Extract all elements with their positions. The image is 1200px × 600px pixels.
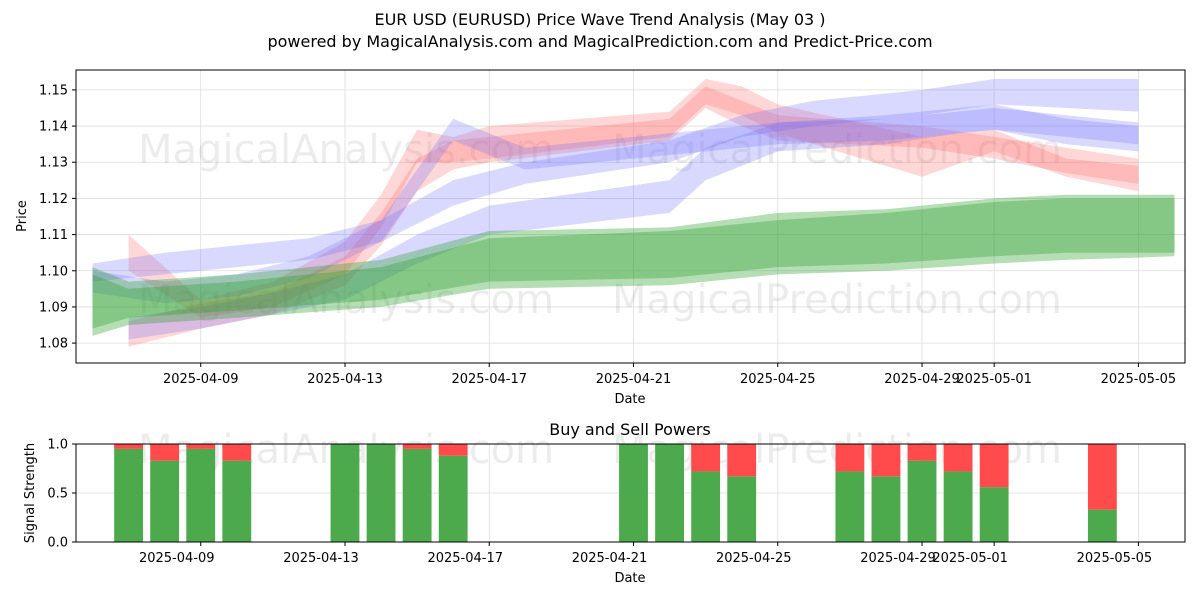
price-x-tick-label: 2025-05-05: [1101, 372, 1177, 387]
sell-bar: [114, 444, 144, 449]
signal-x-tick-label: 2025-04-21: [572, 551, 648, 566]
buy-bar: [907, 460, 937, 542]
buy-bar: [691, 471, 721, 542]
signal-y-tick-label: 0.0: [47, 536, 68, 551]
buy-bar: [943, 471, 973, 542]
price-x-tick-label: 2025-04-09: [163, 372, 239, 387]
sell-bar: [835, 444, 865, 472]
buy-bar: [222, 460, 252, 542]
signal-x-tick-label: 2025-04-17: [427, 551, 503, 566]
price-band-red: [128, 86, 1139, 347]
price-y-axis-label: Price: [15, 200, 30, 232]
signal-x-axis-label: Date: [614, 571, 645, 586]
signal-y-tick-label: 0.5: [47, 487, 68, 502]
signal-title: Buy and Sell Powers: [549, 420, 711, 439]
signal-x-ticks: 2025-04-09 2025-04-13 2025-04-17 2025-04-21…: [139, 542, 1152, 566]
price-plot-area: [76, 70, 1185, 363]
buy-bar: [150, 460, 180, 542]
price-x-ticks: 2025-04-09 2025-04-13 2025-04-17 2025-04-21…: [163, 363, 1176, 387]
watermark-3: MagicalAnalysis.com: [138, 277, 554, 323]
watermark-2: MagicalPrediction.com: [612, 127, 1062, 173]
buy-bar: [186, 448, 216, 542]
signal-x-tick-label: 2025-05-01: [932, 551, 1008, 566]
price-x-tick-label: 2025-05-01: [956, 372, 1032, 387]
buy-bar: [619, 444, 648, 542]
buy-bar: [366, 444, 396, 542]
sell-bar: [402, 444, 432, 449]
price-x-axis-label: Date: [614, 392, 645, 407]
signal-y-ticks: 0.0 0.5 1.0: [47, 438, 76, 551]
signal-y-axis-label: Signal Strength: [23, 443, 38, 543]
price-band-blue: [128, 104, 1139, 340]
buy-bar: [835, 471, 865, 542]
buy-bar: [330, 444, 360, 542]
price-x-tick-label: 2025-04-25: [740, 372, 816, 387]
sell-bar: [727, 444, 757, 477]
signal-y-tick-label: 1.0: [47, 438, 68, 453]
signal-x-tick-label: 2025-04-13: [283, 551, 359, 566]
price-y-tick-label: 1.15: [39, 83, 68, 98]
sell-bar: [150, 444, 180, 461]
sell-bar: [186, 444, 216, 449]
sell-bar: [907, 444, 937, 461]
signal-panel: Buy and Sell Powers MagicalAnalysis.com …: [23, 420, 1186, 586]
price-panel: MagicalAnalysis.com MagicalPrediction.co…: [15, 69, 1186, 407]
price-y-tick-label: 1.13: [39, 156, 68, 171]
signal-bars: [114, 444, 1117, 542]
price-y-tick-label: 1.12: [39, 192, 68, 207]
buy-bar: [402, 448, 432, 542]
sell-bar: [979, 444, 1009, 488]
buy-bar: [979, 487, 1009, 542]
buy-bar: [114, 448, 144, 542]
price-band-blue: [92, 79, 1139, 282]
signal-x-tick-label: 2025-05-05: [1077, 551, 1153, 566]
watermark-1: MagicalAnalysis.com: [138, 127, 554, 173]
signal-x-tick-label: 2025-04-29: [860, 551, 936, 566]
signal-x-tick-label: 2025-04-25: [716, 551, 792, 566]
price-band-blue: [92, 108, 1139, 304]
signal-x-tick-label: 2025-04-09: [139, 551, 215, 566]
price-y-tick-label: 1.14: [39, 120, 68, 135]
price-watermarks: MagicalAnalysis.com MagicalPrediction.co…: [138, 127, 1062, 323]
sell-bar: [222, 444, 252, 461]
buy-bar: [655, 444, 684, 542]
price-band-red: [128, 79, 1139, 318]
price-x-tick-label: 2025-04-13: [307, 372, 383, 387]
price-y-tick-label: 1.11: [39, 228, 68, 243]
sell-bar: [438, 444, 468, 456]
price-y-tick-label: 1.10: [39, 264, 68, 279]
price-y-tick-label: 1.08: [39, 337, 68, 352]
price-x-tick-label: 2025-04-17: [451, 372, 527, 387]
price-plot-frame: [75, 69, 1186, 364]
buy-bar: [727, 476, 757, 542]
price-y-ticks: 1.08 1.09 1.10 1.11 1.12 1.13 1.14 1.15: [39, 83, 76, 352]
price-x-tick-label: 2025-04-21: [596, 372, 672, 387]
price-band-green: [92, 194, 1175, 336]
sell-bar: [871, 444, 901, 477]
price-bands: [92, 79, 1175, 347]
price-band-green: [92, 198, 1175, 329]
chart-title: EUR USD (EURUSD) Price Wave Trend Analys…: [374, 10, 825, 29]
buy-bar: [438, 455, 468, 542]
price-grid: [76, 70, 1185, 363]
price-y-tick-label: 1.09: [39, 300, 68, 315]
buy-bar: [871, 476, 901, 542]
buy-bar: [1087, 509, 1117, 542]
sell-bar: [943, 444, 973, 472]
sell-bar: [1087, 444, 1117, 510]
watermark-4: MagicalPrediction.com: [612, 277, 1062, 323]
chart-subtitle: powered by MagicalAnalysis.com and Magic…: [267, 32, 932, 51]
sell-bar: [691, 444, 721, 472]
price-x-tick-label: 2025-04-29: [884, 372, 960, 387]
